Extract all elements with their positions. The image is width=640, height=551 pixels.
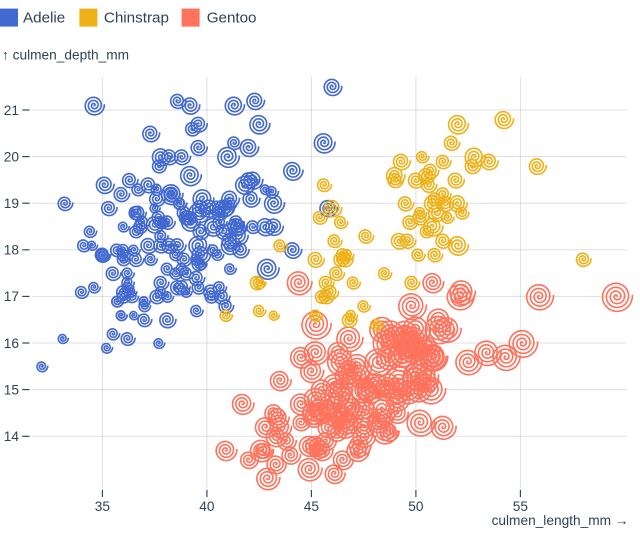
svg-text:19: 19	[4, 196, 19, 211]
svg-text:20: 20	[4, 149, 20, 164]
svg-text:Chinstrap: Chinstrap	[104, 9, 169, 26]
svg-text:35: 35	[95, 499, 111, 514]
svg-text:45: 45	[304, 499, 320, 514]
svg-text:50: 50	[408, 499, 424, 514]
svg-text:Adelie: Adelie	[23, 9, 65, 26]
svg-text:culmen_length_mm →: culmen_length_mm →	[492, 513, 629, 528]
svg-text:14: 14	[4, 429, 20, 444]
svg-text:18: 18	[4, 243, 20, 258]
svg-text:Gentoo: Gentoo	[207, 9, 257, 26]
svg-text:17: 17	[4, 289, 19, 304]
svg-text:16: 16	[4, 336, 20, 351]
svg-text:↑ culmen_depth_mm: ↑ culmen_depth_mm	[2, 47, 129, 62]
svg-text:15: 15	[4, 382, 20, 397]
svg-text:21: 21	[4, 103, 19, 118]
svg-text:40: 40	[199, 499, 215, 514]
svg-text:55: 55	[513, 499, 529, 514]
